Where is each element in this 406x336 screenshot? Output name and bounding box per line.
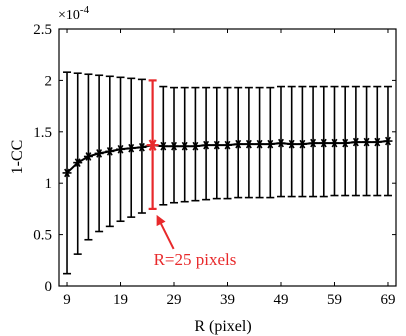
data-point-marker	[351, 137, 361, 147]
marker-stroke	[374, 137, 381, 147]
y-tick-label: 0	[45, 279, 53, 295]
annotation-arrow-head	[156, 214, 166, 227]
marker-stroke	[352, 137, 359, 147]
marker-stroke	[74, 158, 81, 167]
marker-stroke	[299, 139, 306, 149]
marker-stroke	[224, 140, 231, 150]
data-point-marker	[329, 138, 339, 148]
data-point-marker	[190, 141, 200, 151]
y-multiplier-label: ×10-4	[58, 4, 90, 23]
y-tick-label: 1.5	[33, 125, 52, 141]
marker-stroke	[320, 138, 327, 148]
marker-stroke	[363, 137, 370, 147]
data-point-marker	[180, 141, 190, 151]
data-point-marker	[276, 138, 286, 148]
marker-stroke	[267, 139, 274, 149]
data-point-marker	[83, 152, 93, 161]
marker-stroke	[235, 139, 242, 149]
x-tick-label: 19	[113, 292, 128, 308]
marker-stroke	[85, 152, 92, 161]
marker-stroke	[64, 168, 70, 178]
y-tick-label: 2.5	[33, 22, 52, 38]
marker-stroke	[117, 144, 124, 154]
marker-stroke	[148, 139, 157, 151]
marker-stroke	[171, 141, 177, 151]
data-point-marker	[116, 144, 126, 154]
data-point-marker	[169, 141, 179, 151]
x-tick-label: 69	[380, 292, 395, 308]
data-point-marker	[297, 139, 307, 149]
marker-stroke	[96, 149, 103, 158]
x-tick-label: 29	[167, 292, 182, 308]
marker-stroke	[106, 147, 113, 156]
x-ticks: 9 19 29 39 49 59 69	[63, 29, 395, 308]
data-point-marker	[212, 140, 222, 150]
series-layer	[62, 71, 393, 275]
marker-stroke	[128, 143, 135, 153]
x-axis-label: R (pixel)	[194, 318, 251, 335]
data-point-marker	[126, 143, 136, 153]
marker-stroke	[192, 141, 199, 151]
y-tick-label: 2	[45, 73, 53, 89]
data-point-marker	[265, 139, 275, 149]
x-tick-label: 59	[327, 292, 342, 308]
marker-stroke	[310, 138, 317, 148]
data-point-marker	[372, 137, 382, 147]
annotation-arrow-shaft	[158, 220, 175, 250]
annotation-label: R=25 pixels	[154, 250, 237, 269]
marker-stroke	[385, 136, 391, 146]
marker-stroke	[256, 139, 263, 149]
data-point-marker	[73, 158, 83, 167]
marker-stroke	[160, 141, 167, 151]
marker-stroke	[203, 140, 210, 150]
data-point-marker	[287, 139, 297, 149]
x-tick-label: 39	[220, 292, 235, 308]
marker-stroke	[278, 138, 284, 148]
data-point-marker	[319, 138, 329, 148]
data-point-marker	[201, 140, 211, 150]
y-tick-label: 1	[45, 176, 53, 192]
data-point-marker	[340, 138, 350, 148]
data-point-marker	[94, 149, 104, 158]
x-tick-label: 49	[273, 292, 288, 308]
data-point-marker	[255, 139, 265, 149]
marker-stroke	[213, 140, 220, 150]
marker-stroke	[138, 142, 145, 152]
y-ticks: 0 0.5 1 1.5 2 2.5	[33, 22, 396, 295]
data-point-marker	[137, 142, 147, 152]
marker-stroke	[181, 141, 188, 151]
marker-stroke	[331, 138, 338, 148]
data-point-marker	[105, 147, 115, 156]
data-point-marker	[244, 139, 254, 149]
y-axis-label: 1-CC	[9, 140, 26, 175]
highlight-layer	[146, 79, 175, 250]
y-tick-label: 0.5	[33, 228, 52, 244]
data-point-marker	[383, 136, 393, 146]
data-point-marker	[146, 139, 159, 151]
marker-stroke	[288, 139, 295, 149]
data-point-marker	[308, 138, 318, 148]
data-point-marker	[362, 137, 372, 147]
data-point-marker	[223, 140, 232, 150]
data-point-marker	[62, 168, 72, 178]
data-point-marker	[233, 139, 243, 149]
marker-stroke	[245, 139, 252, 149]
marker-stroke	[342, 138, 349, 148]
x-tick-label: 9	[63, 292, 71, 308]
data-point-marker	[158, 141, 168, 151]
